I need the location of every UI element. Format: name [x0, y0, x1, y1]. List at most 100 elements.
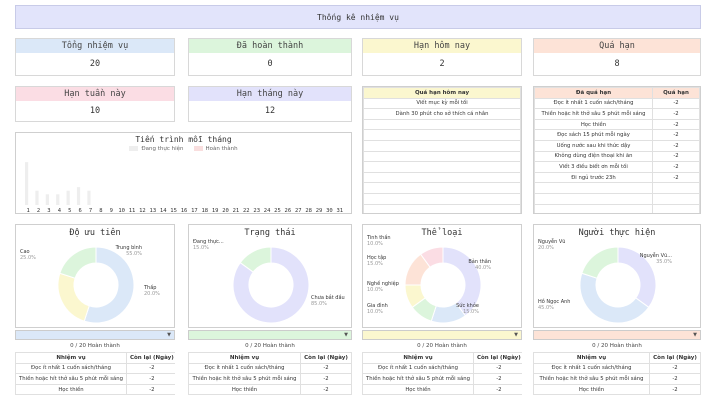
donut-slice[interactable]	[59, 246, 97, 279]
task-name: Học thiền	[188, 383, 301, 396]
table-row[interactable]: Uống nước sau khi thức dậy -2	[534, 139, 700, 152]
table-row[interactable]	[363, 171, 521, 184]
stat-card-header: Hạn tháng này	[189, 87, 351, 101]
task-name: Đọc ít nhất 1 cuốn sách/tháng	[15, 362, 127, 375]
stat-card-done[interactable]: Đã hoàn thành 0	[188, 38, 352, 76]
table-row[interactable]: Đọc ít nhất 1 cuốn sách/tháng -2	[534, 97, 700, 110]
donut-label-name: Tinh thần	[367, 235, 391, 241]
table-row[interactable]	[363, 118, 521, 131]
table-row[interactable]: Học thiền -2	[362, 383, 522, 396]
table-row[interactable]: Đọc ít nhất 1 cuốn sách/tháng -2	[533, 362, 701, 375]
table-row[interactable]: Đọc ít nhất 1 cuốn sách/tháng -2	[362, 362, 522, 375]
task-name: Thiền hoặc hít thở sâu 5 phút mỗi sáng	[188, 373, 301, 385]
table-row[interactable]: Thiền hoặc hít thở sâu 5 phút mỗi sáng -2	[15, 373, 175, 385]
table-row[interactable]	[534, 203, 700, 213]
table-row[interactable]: Thiền hoặc hít thở sâu 5 phút mỗi sáng -2	[533, 373, 701, 385]
stat-card-this-week[interactable]: Hạn tuần này 10	[15, 86, 175, 122]
chevron-down-icon[interactable]: ▼	[514, 332, 518, 338]
donut-label-pct: 15.0%	[463, 309, 479, 315]
donut-panel-3: Người thực hiện Nguyễn Vũ... 35.0% Hồ Ngọc …	[533, 224, 701, 328]
x-tick-label: 6	[78, 208, 81, 214]
task-name: Học thiền	[362, 383, 474, 396]
donut-task-table: Nhiệm vụ Còn lại (Ngày) Đọc ít nhất 1 cuốn…	[362, 352, 522, 404]
stat-card-header: Hạn tuần này	[16, 87, 174, 101]
days-left: -2	[472, 373, 522, 385]
donut-slice[interactable]	[232, 246, 310, 324]
x-tick-label: 5	[68, 208, 71, 214]
chevron-down-icon[interactable]: ▼	[344, 332, 348, 338]
table-row[interactable]: Học thiền -2	[15, 383, 175, 396]
x-tick-label: 18	[201, 208, 208, 214]
donut-label: Chưa bắt đầu 85.0%	[311, 295, 345, 307]
table-row[interactable]: Học thiền -2	[533, 383, 701, 396]
table-row[interactable]	[363, 192, 521, 205]
table-row[interactable]: Thiền hoặc hít thở sâu 5 phút mỗi sáng -2	[362, 373, 522, 385]
table-row[interactable]: Viết mục kỳ mỗi tối	[363, 97, 521, 110]
x-tick-label: 11	[129, 208, 136, 214]
donut-label-pct: 20.0%	[538, 245, 554, 251]
stat-card-overdue[interactable]: Quá hạn 8	[533, 38, 701, 76]
days-left: -2	[649, 362, 701, 375]
donut-slice[interactable]	[239, 246, 272, 273]
donut-label-name: Bản thân	[468, 259, 491, 265]
completion-progress: 0 / 20 Hoàn thành	[70, 343, 120, 349]
monthly-progress-chart: Tiến trình mỗi tháng Đang thực hiện Hoàn…	[15, 132, 352, 214]
table-row[interactable]: Thiền hoặc hít thở sâu 5 phút mỗi sáng -2	[534, 108, 700, 120]
table-row[interactable]: Đọc ít nhất 1 cuốn sách/tháng -2	[15, 362, 175, 375]
stat-card-total[interactable]: Tổng nhiệm vụ 20	[15, 38, 175, 76]
legend-item-in-progress: Đang thực hiện	[129, 146, 184, 152]
x-tick-label: 28	[305, 208, 312, 214]
x-tick-label: 30	[326, 208, 333, 214]
x-tick-label: 31	[336, 208, 343, 214]
donut-label-pct: 15.0%	[367, 261, 383, 267]
bar-in-progress-6	[76, 187, 81, 205]
x-tick-label: 24	[264, 208, 271, 214]
x-tick-label: 26	[285, 208, 292, 214]
overdue-days	[652, 203, 700, 213]
table-row[interactable]	[363, 203, 521, 213]
table-row[interactable]: Học thiền -2	[188, 383, 352, 396]
table-row[interactable]: Thiền hoặc hít thở sâu 5 phút mỗi sáng -2	[188, 373, 352, 385]
donut-slice[interactable]	[83, 246, 135, 324]
donut-panel-0: Độ ưu tiên Trung bình 55.0% Cao 25.0% Thấp 20.…	[15, 224, 175, 328]
filter-dropdown[interactable]: ▼	[188, 330, 352, 340]
table-row[interactable]: Dành 30 phút cho sở thích cá nhân	[363, 108, 521, 120]
stat-card-due-today[interactable]: Hạn hôm nay 2	[362, 38, 522, 76]
table-row[interactable]	[534, 192, 700, 205]
donut-slice[interactable]	[581, 246, 619, 279]
table-row[interactable]: Viết 3 điều biết ơn mỗi tối -2	[534, 161, 700, 173]
table-row[interactable]: Không dùng điện thoại khi ăn -2	[534, 150, 700, 163]
chevron-down-icon[interactable]: ▼	[167, 332, 171, 338]
table-row[interactable]: Đọc sách 15 phút mỗi ngày -2	[534, 129, 700, 141]
x-tick-label: 2	[37, 208, 40, 214]
days-left: -2	[472, 362, 522, 375]
table-row[interactable]	[363, 150, 521, 163]
donut-slice[interactable]	[419, 246, 444, 268]
filter-dropdown[interactable]: ▼	[362, 330, 522, 340]
donut-label: Cao 25.0%	[20, 249, 36, 261]
x-tick-label: 9	[110, 208, 113, 214]
table-row[interactable]	[363, 129, 521, 141]
table-row[interactable]	[363, 182, 521, 194]
x-tick-label: 15	[170, 208, 177, 214]
filter-dropdown[interactable]: ▼	[533, 330, 701, 340]
overdue-task	[534, 182, 653, 194]
overdue-col-task: Đã quá hạn	[534, 87, 653, 99]
donut-slice[interactable]	[579, 272, 650, 324]
table-row[interactable]	[363, 161, 521, 173]
overdue-task: Uống nước sau khi thức dậy	[534, 139, 653, 152]
table-row[interactable]	[534, 182, 700, 194]
chevron-down-icon[interactable]: ▼	[693, 332, 697, 338]
task-name: Đọc ít nhất 1 cuốn sách/tháng	[188, 362, 301, 375]
donut-chart	[579, 246, 657, 324]
filter-dropdown[interactable]: ▼	[15, 330, 175, 340]
donut-task-table: Nhiệm vụ Còn lại (Ngày) Đọc ít nhất 1 cuốn…	[15, 352, 175, 404]
table-row[interactable]: Đọc ít nhất 1 cuốn sách/tháng -2	[188, 362, 352, 375]
overdue-days	[652, 192, 700, 205]
days-left: -2	[649, 383, 701, 396]
stat-card-this-month[interactable]: Hạn tháng này 12	[188, 86, 352, 122]
table-row[interactable]	[363, 139, 521, 152]
donut-slice[interactable]	[57, 272, 90, 322]
table-row[interactable]: Học thiền -2	[534, 118, 700, 131]
table-row[interactable]: Đi ngủ trước 23h -2	[534, 171, 700, 184]
